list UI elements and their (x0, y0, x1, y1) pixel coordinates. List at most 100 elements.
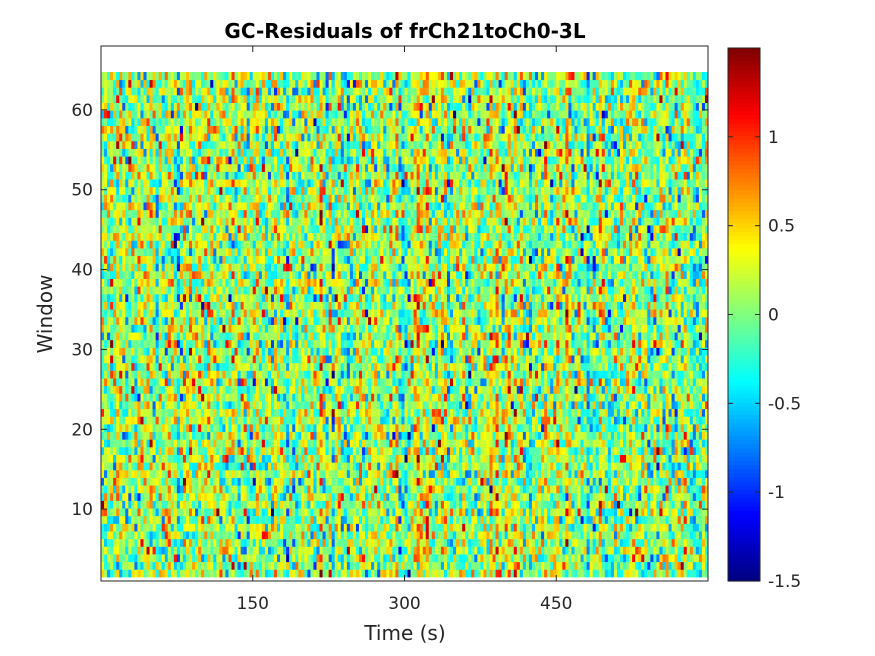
heatmap-cell (225, 554, 229, 563)
heatmap-cell (695, 393, 700, 402)
heatmap-cell (164, 546, 169, 555)
heatmap-cell (349, 538, 354, 547)
heatmap-cell (623, 515, 627, 524)
heatmap-cell (437, 515, 442, 524)
heatmap-cell (683, 538, 688, 547)
heatmap-cell (389, 561, 393, 570)
heatmap-cell (580, 462, 584, 471)
heatmap-cell (480, 385, 484, 394)
heatmap-cell (571, 401, 575, 410)
heatmap-cell (431, 485, 436, 494)
heatmap-cell (325, 423, 330, 433)
heatmap-cell (371, 454, 375, 463)
heatmap-cell (195, 439, 199, 448)
heatmap-cell (243, 469, 248, 478)
heatmap-cell (689, 423, 694, 433)
heatmap-cell (240, 508, 245, 517)
heatmap-cell (204, 423, 208, 433)
heatmap-cell (195, 531, 199, 540)
heatmap-cell (437, 416, 442, 425)
heatmap-cell (286, 538, 290, 547)
heatmap-cell (286, 554, 290, 563)
heatmap-cell (389, 554, 393, 563)
heatmap-cell (465, 538, 469, 547)
heatmap-cell (319, 454, 323, 463)
heatmap-cell (574, 462, 578, 471)
heatmap-cell (325, 454, 330, 463)
heatmap-cell (480, 523, 484, 532)
heatmap-cell (674, 569, 679, 578)
heatmap-cell (589, 523, 594, 532)
heatmap-cell (116, 477, 120, 486)
heatmap-cell (104, 561, 108, 570)
heatmap-cell (610, 531, 615, 540)
heatmap-cell (632, 401, 636, 410)
heatmap-cell (656, 561, 660, 570)
heatmap-cell (604, 408, 609, 417)
heatmap-cell (586, 500, 591, 509)
heatmap-cell (456, 531, 460, 540)
heatmap-cell (331, 401, 336, 410)
heatmap-cell (362, 416, 366, 425)
heatmap-cell (113, 462, 117, 471)
heatmap-cell (216, 569, 220, 578)
heatmap-cell (480, 393, 484, 402)
heatmap-cell (626, 485, 630, 494)
heatmap-cell (243, 515, 248, 524)
heatmap-cell (246, 431, 251, 440)
heatmap-cell (283, 523, 287, 532)
heatmap-cell (443, 408, 448, 417)
heatmap-cell (674, 477, 679, 486)
heatmap-cell (695, 416, 700, 425)
heatmap-cell (140, 462, 144, 471)
heatmap-cell (468, 561, 472, 570)
heatmap-cell (571, 508, 575, 517)
heatmap-cell (456, 446, 460, 455)
heatmap-cell (641, 408, 645, 417)
heatmap-cell (456, 423, 460, 433)
heatmap-cell (374, 561, 378, 570)
heatmap-cell (580, 401, 584, 410)
heatmap-cell (559, 446, 563, 455)
heatmap-cell (544, 508, 548, 517)
heatmap-cell (189, 385, 193, 394)
heatmap-cell (176, 523, 181, 532)
heatmap-cell (365, 431, 369, 440)
heatmap-cell (604, 508, 609, 517)
heatmap-cell (598, 416, 603, 425)
heatmap-cell (307, 401, 311, 410)
heatmap-cell (659, 554, 663, 563)
heatmap-cell (556, 446, 560, 455)
heatmap-cell (316, 462, 320, 471)
heatmap-cell (374, 401, 378, 410)
heatmap-cell (465, 454, 469, 463)
heatmap-cell (170, 500, 175, 509)
heatmap-cell (352, 462, 357, 471)
heatmap-cell (650, 569, 654, 578)
heatmap-cell (319, 569, 323, 578)
heatmap-cell (337, 523, 342, 532)
heatmap-cell (632, 423, 636, 433)
heatmap-cell (146, 485, 150, 494)
heatmap-cell (626, 431, 630, 440)
heatmap-cell (413, 446, 418, 455)
heatmap-cell (437, 492, 442, 501)
heatmap-cell (653, 569, 657, 578)
heatmap-cell (698, 508, 703, 517)
heatmap-cell (477, 508, 481, 517)
heatmap-cell (629, 485, 633, 494)
heatmap-cell (234, 469, 238, 478)
heatmap-cell (252, 523, 257, 532)
heatmap-cell (307, 500, 311, 509)
heatmap-cell (280, 454, 284, 463)
heatmap-cell (626, 469, 630, 478)
heatmap-cell (501, 439, 506, 448)
heatmap-cell (489, 423, 493, 433)
heatmap-cell (164, 569, 169, 578)
heatmap-cell (386, 538, 390, 547)
heatmap-cell (125, 408, 129, 417)
heatmap-cell (374, 531, 378, 540)
heatmap-cell (125, 500, 129, 509)
heatmap-cell (483, 554, 487, 563)
heatmap-cell (577, 401, 581, 410)
